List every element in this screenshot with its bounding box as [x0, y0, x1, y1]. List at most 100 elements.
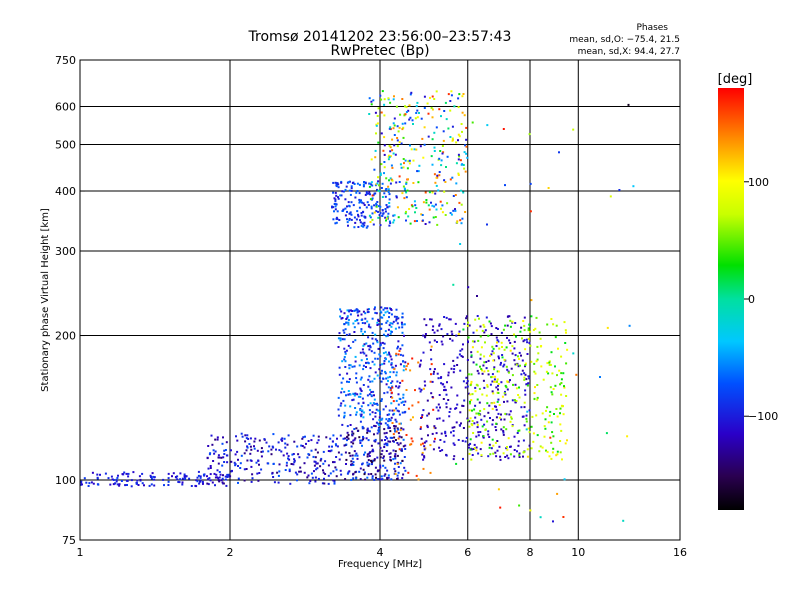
data-point: [208, 477, 211, 480]
data-point: [313, 470, 315, 473]
data-point: [393, 134, 396, 136]
data-point: [551, 431, 554, 434]
data-point: [386, 437, 389, 440]
data-point: [368, 344, 371, 347]
data-point: [382, 149, 385, 152]
data-point: [348, 378, 351, 381]
data-point: [383, 459, 386, 462]
data-point: [352, 432, 355, 435]
data-point: [410, 437, 413, 440]
data-point: [474, 390, 477, 393]
data-point: [338, 332, 341, 335]
data-point: [566, 439, 568, 442]
data-point: [363, 204, 366, 206]
data-point: [300, 444, 303, 447]
data-point: [560, 393, 563, 396]
data-point: [483, 361, 486, 364]
data-point: [339, 194, 342, 197]
data-point: [349, 193, 352, 196]
data-point: [373, 398, 376, 401]
data-point: [472, 432, 475, 434]
data-point: [331, 445, 333, 448]
data-point: [515, 363, 518, 366]
data-point: [393, 467, 396, 470]
data-point: [246, 445, 249, 448]
data-point: [353, 450, 356, 453]
data-point: [253, 447, 256, 450]
data-point: [510, 367, 513, 370]
data-point: [498, 357, 500, 360]
data-point: [345, 185, 348, 188]
data-point: [349, 454, 352, 457]
data-point: [381, 316, 384, 319]
data-point: [464, 440, 467, 443]
data-point: [444, 181, 447, 183]
data-point: [258, 472, 261, 474]
data-point: [376, 115, 379, 117]
data-point: [341, 360, 344, 363]
data-point: [408, 162, 411, 165]
data-point: [479, 431, 482, 433]
data-point: [523, 372, 526, 375]
data-point: [433, 339, 436, 342]
data-point: [460, 222, 463, 225]
data-point: [396, 442, 399, 444]
data-point: [218, 471, 221, 473]
data-point: [447, 371, 450, 374]
data-point: [423, 380, 426, 383]
data-point: [380, 380, 383, 383]
data-point: [505, 386, 508, 389]
data-point: [485, 367, 488, 370]
data-point: [377, 180, 380, 183]
data-point: [515, 335, 517, 338]
data-point: [467, 392, 470, 395]
data-point: [371, 212, 374, 215]
data-point: [390, 416, 393, 419]
data-point: [399, 353, 402, 356]
data-point: [378, 190, 381, 193]
data-point: [379, 413, 381, 416]
data-point: [463, 114, 466, 117]
data-point: [526, 410, 529, 413]
data-point: [388, 224, 391, 227]
data-point: [364, 193, 367, 196]
data-point: [430, 318, 433, 321]
data-point: [342, 377, 345, 380]
y-tick-label: 100: [55, 474, 76, 487]
data-point: [391, 179, 394, 182]
data-point: [498, 445, 501, 448]
data-point: [429, 318, 431, 321]
data-point: [457, 174, 460, 176]
data-point: [366, 308, 369, 311]
data-point: [474, 386, 477, 389]
data-point: [398, 397, 401, 400]
data-point: [217, 477, 220, 480]
data-point: [451, 426, 454, 429]
data-point: [486, 385, 489, 388]
data-point: [397, 393, 400, 396]
data-point: [457, 332, 460, 335]
data-point: [495, 386, 498, 389]
data-point: [230, 449, 232, 452]
data-point: [350, 478, 353, 481]
data-point: [366, 431, 369, 434]
data-point: [465, 382, 468, 385]
data-point: [401, 192, 404, 195]
data-point: [153, 478, 156, 481]
data-point: [361, 333, 364, 335]
data-point: [499, 506, 502, 509]
data-point: [487, 411, 490, 414]
data-point: [443, 440, 446, 443]
data-point: [167, 472, 170, 475]
data-point: [409, 93, 412, 96]
data-point: [267, 450, 270, 453]
data-point: [268, 445, 271, 448]
data-point: [402, 360, 404, 363]
data-point: [429, 368, 432, 371]
data-point: [418, 112, 420, 114]
data-point: [450, 431, 452, 434]
data-point: [391, 409, 394, 412]
data-point: [462, 405, 465, 407]
data-point: [125, 472, 128, 475]
data-point: [394, 450, 397, 453]
